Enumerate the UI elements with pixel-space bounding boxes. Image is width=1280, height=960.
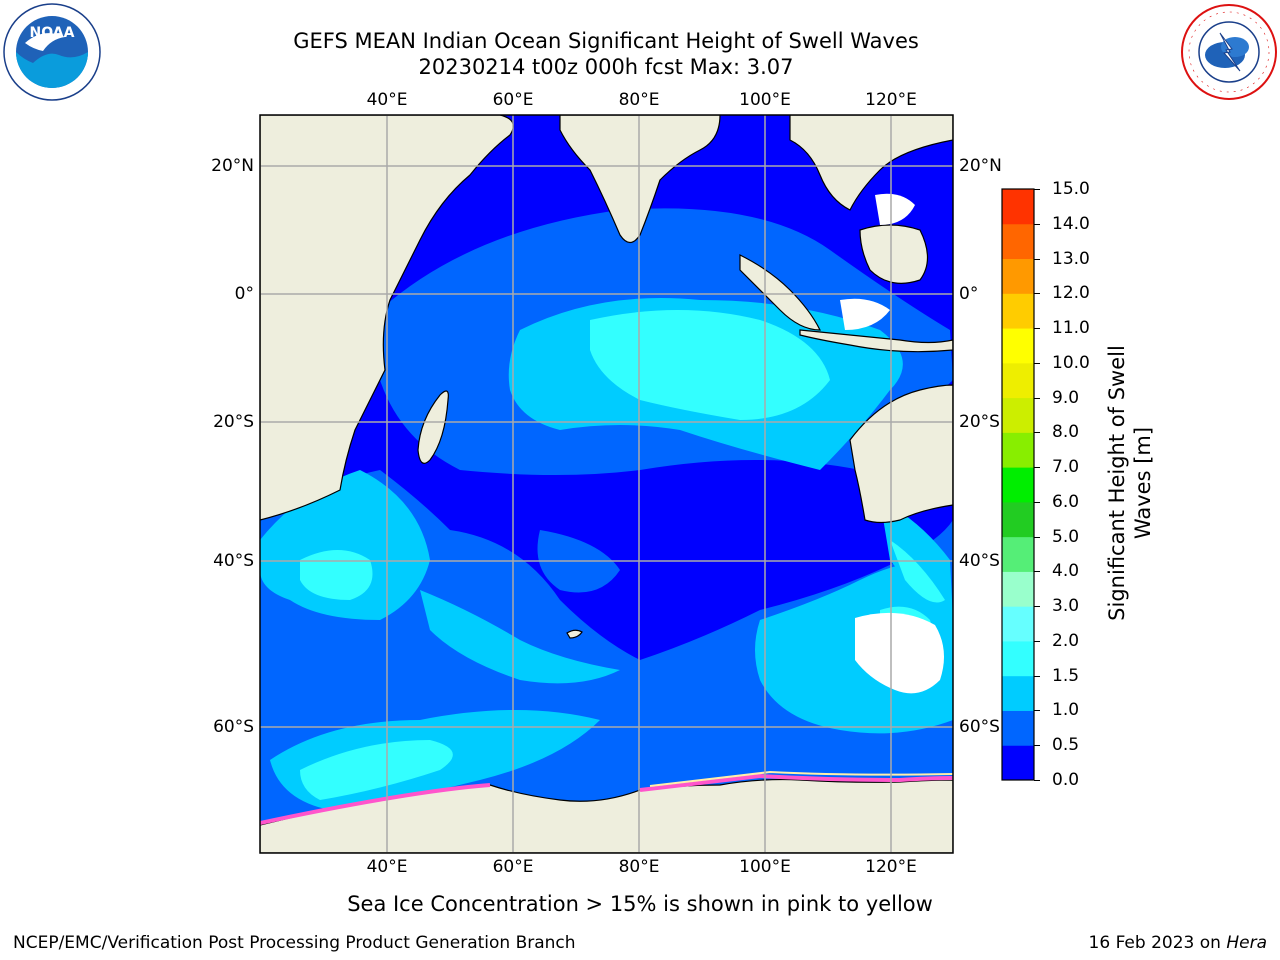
colorbar-tick — [1034, 328, 1040, 330]
colorbar-swatch — [1002, 675, 1034, 711]
colorbar-swatch — [1002, 606, 1034, 642]
lon-tick-top: 100°E — [739, 90, 791, 110]
colorbar-tick-label: 12.0 — [1052, 283, 1090, 304]
colorbar-title-line1: Significant Height of Swell — [1105, 345, 1129, 621]
map-frame — [259, 114, 954, 854]
lat-tick-right: 20°S — [959, 412, 1000, 432]
colorbar-tick-label: 14.0 — [1052, 213, 1090, 234]
lon-tick-bottom: 100°E — [739, 857, 791, 877]
colorbar-swatch — [1002, 328, 1034, 364]
colorbar-frame — [1001, 188, 1035, 781]
colorbar-tick — [1034, 780, 1040, 781]
gridlines — [260, 115, 953, 853]
colorbar-tick-label: 0.5 — [1052, 735, 1080, 756]
colorbar-swatch — [1002, 258, 1034, 294]
colorbar-tick-label: 10.0 — [1052, 352, 1090, 373]
colorbar-tick — [1034, 501, 1040, 503]
masked-area — [840, 193, 944, 694]
colorbar-swatch — [1002, 745, 1034, 781]
colorbar-tick-label: 15.0 — [1052, 179, 1090, 199]
colorbar-tick — [1034, 640, 1040, 642]
chart-title: GEFS MEAN Indian Ocean Significant Heigh… — [293, 29, 919, 53]
colorbar-swatch — [1002, 501, 1034, 538]
colorbar-tick — [1034, 606, 1040, 608]
colorbar-swatch — [1002, 362, 1034, 399]
colorbar-tick — [1034, 293, 1040, 295]
lat-tick-left: 20°N — [211, 156, 254, 176]
colorbar-tick-label: 13.0 — [1052, 248, 1090, 269]
colorbar-tick-label: 1.0 — [1052, 700, 1080, 721]
colorbar-tick-label: 5.0 — [1052, 526, 1080, 547]
colorbar-swatch — [1002, 293, 1034, 329]
noaa-logo-text: NOAA — [30, 25, 75, 41]
lon-tick-top: 60°E — [492, 90, 534, 110]
footer-date: 16 Feb 2023 on Hera — [1089, 933, 1267, 953]
colorbar-tick — [1034, 223, 1040, 225]
sea-ice-note: Sea Ice Concentration > 15% is shown in … — [347, 892, 933, 916]
colorbar — [1001, 188, 1035, 781]
colorbar-swatch — [1002, 710, 1034, 746]
colorbar-tick — [1034, 710, 1040, 712]
colorbar-tick — [1034, 536, 1040, 538]
map-field — [260, 115, 953, 853]
colorbar-tick-label: 0.0 — [1052, 770, 1080, 790]
colorbar-tick — [1034, 189, 1040, 190]
noaa-logo: NOAA — [3, 3, 101, 101]
colorbar-tick — [1034, 467, 1040, 469]
lat-tick-right: 0° — [959, 284, 979, 304]
lon-tick-bottom: 120°E — [865, 857, 917, 877]
lon-tick-bottom: 60°E — [492, 857, 534, 877]
colorbar-tick — [1034, 432, 1040, 434]
colorbar-tick-label: 1.5 — [1052, 665, 1080, 686]
colorbar-title-line2: Waves [m] — [1131, 426, 1155, 540]
lon-tick-top: 40°E — [366, 90, 408, 110]
colorbar-tick — [1034, 258, 1040, 260]
footer-date-text: 16 Feb 2023 on — [1088, 933, 1227, 953]
colorbar-tick — [1034, 362, 1040, 364]
colorbar-swatch — [1002, 571, 1034, 607]
land — [260, 115, 953, 853]
colorbar-swatch — [1002, 397, 1034, 433]
colorbar-swatches — [1002, 189, 1034, 781]
lon-tick-top: 120°E — [865, 90, 917, 110]
colorbar-tick-label: 7.0 — [1052, 457, 1080, 478]
lon-tick-top: 80°E — [618, 90, 660, 110]
colorbar-tick — [1034, 675, 1040, 677]
lat-tick-right: 60°S — [959, 717, 1000, 737]
lat-tick-right: 20°N — [959, 156, 1002, 176]
lat-tick-left: 40°S — [213, 551, 254, 571]
chart-subtitle: 20230214 t00z 000h fcst Max: 3.07 — [418, 55, 794, 79]
footer-machine: Hera — [1226, 933, 1267, 953]
footer-credit: NCEP/EMC/Verification Post Processing Pr… — [13, 933, 576, 953]
colorbar-tick — [1034, 397, 1040, 399]
colorbar-swatch — [1002, 467, 1034, 503]
lon-tick-bottom: 80°E — [618, 857, 660, 877]
colorbar-tick — [1034, 745, 1040, 747]
colorbar-swatch — [1002, 189, 1034, 225]
colorbar-tick-label: 4.0 — [1052, 561, 1080, 582]
colorbar-swatch — [1002, 432, 1034, 468]
lat-tick-left: 0° — [234, 284, 254, 304]
colorbar-tick-label: 11.0 — [1052, 318, 1090, 339]
lat-tick-left: 20°S — [213, 412, 254, 432]
colorbar-swatch — [1002, 536, 1034, 572]
colorbar-tick-label: 2.0 — [1052, 630, 1080, 651]
colorbar-tick-label: 3.0 — [1052, 596, 1080, 617]
colorbar-swatch — [1002, 640, 1034, 677]
colorbar-swatch — [1002, 223, 1034, 260]
colorbar-tick-label: 8.0 — [1052, 422, 1080, 443]
sea-ice — [260, 770, 953, 825]
colorbar-tick-label: 9.0 — [1052, 387, 1080, 408]
lat-tick-right: 40°S — [959, 551, 1000, 571]
nws-logo — [1181, 4, 1277, 100]
lat-tick-left: 60°S — [213, 717, 254, 737]
lon-tick-bottom: 40°E — [366, 857, 408, 877]
colorbar-tick-label: 6.0 — [1052, 491, 1080, 512]
colorbar-tick — [1034, 571, 1040, 573]
